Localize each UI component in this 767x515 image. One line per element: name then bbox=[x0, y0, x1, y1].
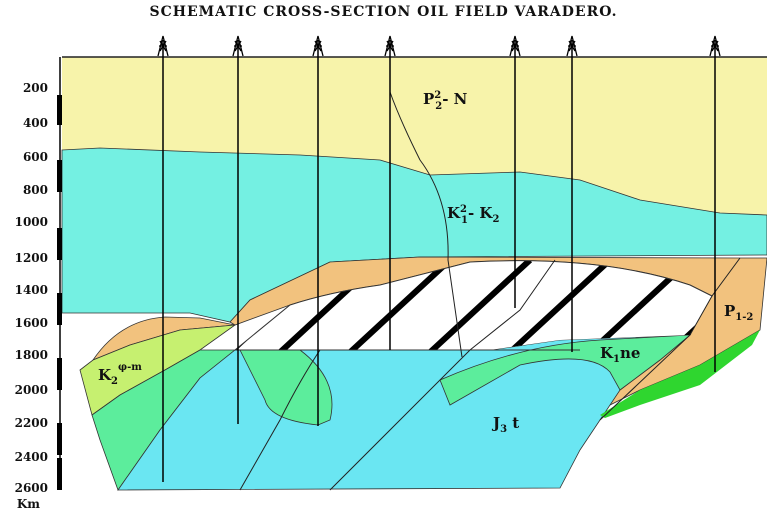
depth-tick: 400 bbox=[23, 116, 48, 130]
derrick-icon bbox=[157, 35, 169, 57]
depth-tick: 2000 bbox=[15, 383, 48, 397]
label-p12: P1-2 bbox=[724, 302, 753, 323]
layer-green-hill bbox=[239, 349, 333, 426]
fault-lines bbox=[239, 91, 741, 491]
derrick-icon bbox=[232, 35, 244, 57]
depth-tick: 1800 bbox=[15, 348, 48, 362]
depth-tick: 2200 bbox=[15, 416, 48, 430]
depth-tick: 2600 bbox=[15, 481, 48, 495]
label-p2n: P2 2- N bbox=[423, 90, 468, 112]
depth-tick: 1000 bbox=[15, 215, 48, 229]
depth-tick: 2400 bbox=[15, 450, 48, 464]
label-k1ne: K1ne bbox=[600, 344, 640, 365]
label-k1k2: K2 1- K2 bbox=[447, 204, 499, 226]
depth-tick: 1600 bbox=[15, 316, 48, 330]
depth-tick: 200 bbox=[23, 81, 48, 95]
diagram-title: SCHEMATIC CROSS-SECTION OIL FIELD VARADE… bbox=[149, 4, 618, 20]
derrick-icon bbox=[709, 35, 721, 57]
label-k2pm: K2φ-m bbox=[98, 362, 142, 387]
label-j3t: J3 t bbox=[491, 414, 519, 435]
derrick-icon bbox=[566, 35, 578, 57]
depth-scale-bar bbox=[57, 57, 62, 490]
depth-ticks: 200 400 600 800 1000 1200 1400 1600 1800… bbox=[15, 81, 48, 511]
derrick-icon bbox=[509, 35, 521, 57]
derrick-icon bbox=[312, 35, 324, 57]
layer-bright-green bbox=[600, 330, 760, 418]
layer-k1ne bbox=[439, 334, 692, 406]
depth-tick: 600 bbox=[23, 150, 48, 164]
depth-tick: 1400 bbox=[15, 283, 48, 297]
depth-tick: 800 bbox=[23, 183, 48, 197]
derrick-icons bbox=[157, 35, 721, 57]
depth-tick: 1200 bbox=[15, 251, 48, 265]
depth-unit: Km bbox=[17, 497, 40, 511]
derrick-icon bbox=[384, 35, 396, 57]
wells bbox=[162, 40, 716, 482]
